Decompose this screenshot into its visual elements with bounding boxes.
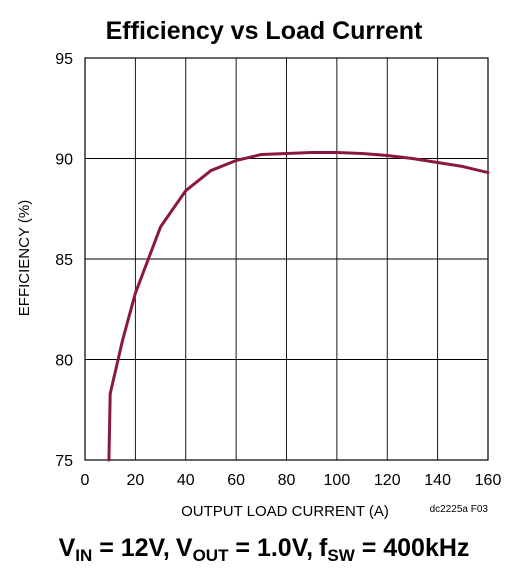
x-tick-label: 60 (227, 472, 245, 489)
x-tick-label: 40 (177, 472, 195, 489)
vout-subscript: OUT (193, 546, 230, 565)
vout-symbol: V (176, 534, 193, 562)
x-axis-label: OUTPUT LOAD CURRENT (A) (181, 503, 389, 520)
y-tick-label: 75 (55, 453, 73, 470)
vin-subscript: IN (75, 546, 92, 565)
series-layer (107, 150, 490, 462)
vout-value: = 1.0V, (228, 534, 313, 562)
x-tick-label: 0 (81, 472, 90, 489)
efficiency-curve-0 (107, 150, 490, 462)
tick-labels: 0 20 40 60 80 100 120 140 160 75 80 85 90 95 (55, 51, 501, 489)
y-tick-label: 80 (55, 353, 73, 370)
y-tick-label: 85 (55, 252, 73, 269)
fsw-value: = 400kHz (355, 534, 470, 562)
x-tick-label: 80 (278, 472, 296, 489)
x-tick-label: 100 (324, 472, 351, 489)
y-tick-label: 95 (55, 51, 73, 68)
figure-code: dc2225a F03 (430, 504, 489, 515)
fsw-subscript: SW (327, 546, 355, 565)
operating-conditions: VIN = 12V, VOUT = 1.0V, fSW = 400kHz (59, 534, 470, 565)
y-axis-label: EFFICIENCY (%) (16, 200, 33, 316)
fsw-symbol: f (319, 534, 328, 562)
x-tick-label: 20 (126, 472, 144, 489)
vin-symbol: V (59, 534, 76, 562)
chart-title: Efficiency vs Load Current (106, 17, 423, 45)
plot-frame (84, 57, 489, 461)
vin-value: = 12V, (92, 534, 170, 562)
x-tick-label: 120 (374, 472, 401, 489)
x-tick-label: 160 (475, 472, 502, 489)
y-tick-label: 90 (55, 152, 73, 169)
grid-lines (85, 58, 488, 460)
x-tick-label: 140 (424, 472, 451, 489)
